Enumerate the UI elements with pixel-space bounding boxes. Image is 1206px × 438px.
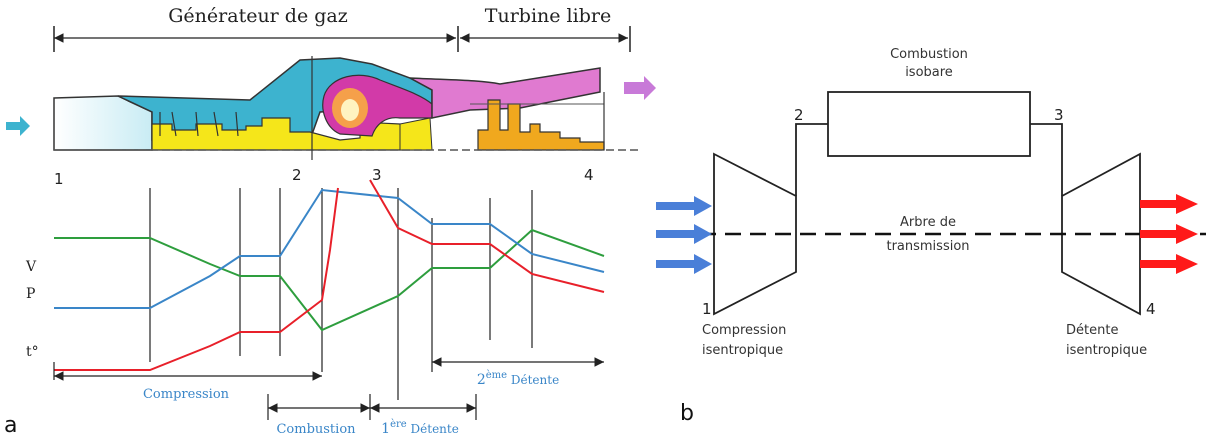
- expansion-label-1: Détente: [1066, 323, 1118, 338]
- pressure-curve: [54, 188, 605, 309]
- panel-a-label: a: [4, 413, 17, 438]
- y-label-v: V: [25, 259, 37, 275]
- temperature-curve-2: [369, 179, 605, 293]
- phase-compression: Compression: [143, 387, 230, 402]
- panel-b-label: b: [680, 401, 694, 426]
- combustion-label-1: Combustion: [890, 47, 968, 62]
- phase-lines: [53, 357, 604, 413]
- point-2: 2: [794, 106, 804, 124]
- free-turbine-label: Turbine libre: [485, 5, 611, 27]
- y-label-t: t°: [26, 344, 39, 360]
- velocity-curve: [54, 228, 605, 332]
- phase-combustion: Combustion: [276, 422, 356, 437]
- point-1: 1: [702, 300, 712, 318]
- panel-a: Générateur de gaz Turbine libre: [4, 5, 656, 438]
- pipe-2: [795, 123, 828, 196]
- phase-second-expansion: 2ème Détente: [477, 370, 559, 388]
- combustion-label-2: isobare: [905, 65, 953, 80]
- y-label-p: P: [26, 286, 35, 302]
- phase-first-expansion: 1ère Détente: [381, 419, 459, 437]
- compression-label-1: Compression: [702, 323, 786, 338]
- expansion-label-2: isentropique: [1066, 343, 1147, 358]
- diagram-verticals: [149, 188, 533, 420]
- station-4: 4: [584, 166, 594, 184]
- point-3: 3: [1054, 106, 1064, 124]
- compressor-blades: [159, 111, 239, 137]
- exhaust-arrow: [624, 76, 656, 100]
- gas-generator-label: Générateur de gaz: [168, 5, 348, 27]
- station-1: 1: [54, 170, 64, 188]
- shaft-label-2: transmission: [886, 239, 969, 254]
- compression-label-2: isentropique: [702, 343, 783, 358]
- temperature-curve-1: [54, 187, 339, 371]
- outlet-arrows: [1140, 194, 1198, 274]
- engine-cutaway: [6, 56, 656, 160]
- point-4: 4: [1146, 300, 1156, 318]
- station-3: 3: [372, 166, 382, 184]
- header-dimensions: [53, 26, 631, 52]
- shaft-label-1: Arbre de: [900, 215, 956, 230]
- hp-turbine-rotor: [399, 117, 433, 151]
- combustion-box: [827, 91, 1031, 157]
- inlet-arrow: [6, 116, 30, 136]
- inlet-arrows: [656, 196, 712, 274]
- pipe-3: [1030, 123, 1063, 196]
- panel-b: Combustion isobare 2 3 1 4 Arbre de tran…: [656, 47, 1206, 426]
- station-2: 2: [292, 166, 302, 184]
- free-turbine-rotor: [477, 99, 605, 151]
- turbine-casing: [409, 67, 601, 119]
